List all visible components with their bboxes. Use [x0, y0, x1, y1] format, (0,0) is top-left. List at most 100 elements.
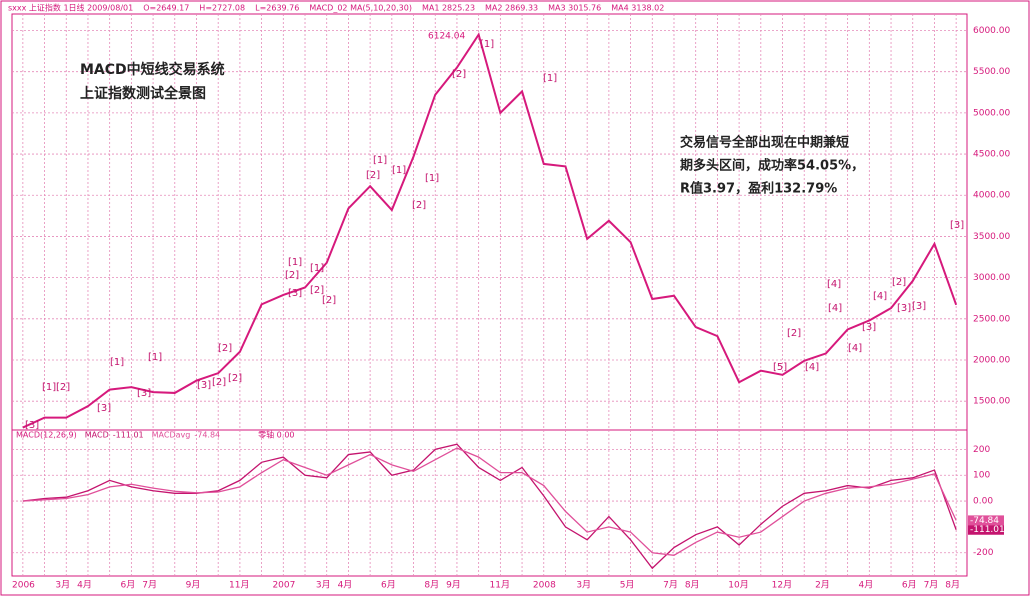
signal-label: [3]: [862, 322, 876, 333]
x-tick-label: 2008: [533, 581, 556, 591]
current-box: [968, 515, 1004, 526]
x-tick-label: 7月: [142, 580, 157, 591]
note-line: 交易信号全部出现在中期兼短: [680, 135, 849, 151]
y-tick-label: -200: [973, 548, 994, 558]
signal-label: [3]: [137, 388, 151, 399]
x-tick-label: 8月: [945, 580, 960, 591]
signal-label: [2]: [285, 270, 299, 281]
zero-label: 零轴 0.00: [258, 430, 294, 440]
signal-label: [2]: [212, 377, 226, 388]
series-current: -74.84: [194, 431, 220, 440]
macd-line: [22, 443, 957, 570]
x-tick-label: 9月: [446, 580, 461, 591]
x-tick-label: 4月: [338, 580, 353, 591]
header-item: sxxx 上证指数 1日线 2009/08/01: [8, 3, 133, 13]
signal-label: [2]: [892, 277, 906, 288]
signal-label: [1]: [392, 165, 406, 176]
x-tick-label: 7月: [924, 580, 939, 591]
x-tick-label: 6月: [381, 580, 396, 591]
signal-label: [5]: [773, 362, 787, 373]
signal-label: [3]: [288, 288, 302, 299]
signal-label: [1]: [110, 357, 124, 368]
peak-label: 6124.04: [428, 32, 465, 42]
signal-label: [1]: [148, 352, 162, 363]
signal-label: [2]: [322, 295, 336, 306]
annotation: 上证指数测试全景图: [80, 85, 206, 102]
series-name: MACDavg: [152, 431, 191, 440]
macd-line: [22, 447, 957, 556]
header-item: MA3 3015.76: [548, 4, 601, 13]
signal-label: [3]: [897, 303, 911, 314]
header-item: H=2727.08: [199, 4, 245, 13]
x-tick-label: 4月: [858, 580, 873, 591]
signal-label: [2]: [218, 343, 232, 354]
series-name: MACD: [85, 431, 109, 440]
price-line: [22, 32, 958, 429]
y-tick-label: 5500.00: [973, 67, 1010, 77]
y-tick-label: 5000.00: [973, 108, 1010, 118]
y-tick-label: 4500.00: [973, 150, 1010, 160]
x-tick-label: 12月: [772, 580, 792, 591]
plot-frame: [11, 13, 968, 577]
x-tick-label: 8月: [424, 580, 439, 591]
x-tick-label: 2007: [272, 581, 295, 591]
signal-label: [1]: [373, 155, 387, 166]
x-tick-label: 3月: [316, 580, 331, 591]
signal-label: [4]: [827, 279, 841, 290]
signal-label: [4]: [828, 303, 842, 314]
x-tick-label: 3月: [576, 580, 591, 591]
x-tick-label: 10月: [728, 580, 748, 591]
signal-label: [4]: [873, 291, 887, 302]
x-tick-label: 7月: [663, 580, 678, 591]
signal-label: [2]: [228, 373, 242, 384]
y-tick-label: 2500.00: [973, 314, 1010, 324]
x-tick-label: 5月: [620, 580, 635, 591]
signal-label: [1]: [310, 263, 324, 274]
x-tick-label: 2006: [12, 581, 35, 591]
signal-label: [4]: [805, 362, 819, 373]
signal-label: [1]: [288, 257, 302, 268]
x-tick-label: 9月: [186, 580, 201, 591]
header-item: MA4 3138.02: [611, 4, 664, 13]
signal-label: [2]: [366, 170, 380, 181]
note-line: 期多头区间，成功率54.05%，: [680, 158, 864, 174]
annotation: MACD中短线交易系统: [80, 61, 225, 78]
y-tick-label: 3500.00: [973, 232, 1010, 242]
signal-label: [3]: [25, 420, 39, 431]
y-tick-label: 100: [973, 471, 990, 481]
x-tick-label: 6月: [902, 580, 917, 591]
x-tick-label: 4月: [77, 580, 92, 591]
signal-label: [1]: [42, 382, 56, 393]
x-tick-label: 2月: [815, 580, 830, 591]
current-value: -111.01: [970, 525, 1005, 535]
y-tick-label: 200: [973, 445, 990, 455]
header-item: O=2649.17: [143, 4, 189, 13]
panel-title: MACD(12,26,9): [16, 431, 77, 440]
series-current: -111.01: [113, 431, 144, 440]
y-tick-label: 4000.00: [973, 191, 1010, 201]
x-tick-label: 8月: [685, 580, 700, 591]
x-tick-label: 6月: [121, 580, 136, 591]
signal-label: [3]: [97, 403, 111, 414]
header-item: MA2 2869.33: [485, 4, 538, 13]
current-box: [968, 524, 1004, 535]
signal-label: [3]: [197, 380, 211, 391]
x-tick-label: 11月: [490, 580, 510, 591]
current-value: -74.84: [970, 516, 999, 526]
signal-label: [4]: [848, 343, 862, 354]
y-tick-label: 2000.00: [973, 355, 1010, 365]
x-tick-label: 3月: [55, 580, 70, 591]
signal-label: [2]: [310, 285, 324, 296]
signal-label: [2]: [452, 69, 466, 80]
signal-label: [3]: [950, 220, 964, 231]
signal-label: [2]: [412, 200, 426, 211]
note-line: R值3.97，盈利132.79%: [680, 181, 837, 197]
y-tick-label: 1500.00: [973, 397, 1010, 407]
signal-label: [1]: [425, 173, 439, 184]
header-item: L=2639.76: [255, 4, 299, 13]
header-item: MA1 2825.23: [422, 4, 475, 13]
y-tick-label: 6000.00: [973, 26, 1010, 36]
y-tick-label: 3000.00: [973, 273, 1010, 283]
